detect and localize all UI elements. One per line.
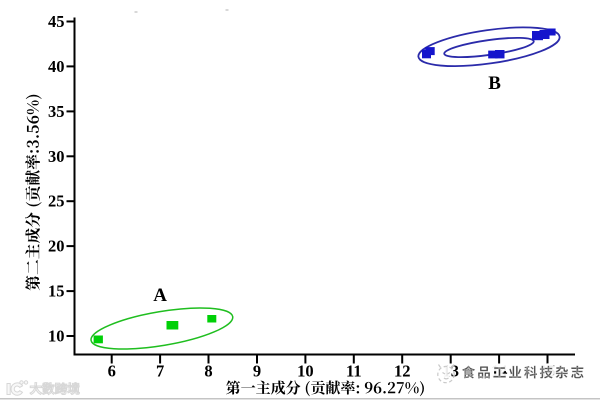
svg-text:25: 25 — [48, 192, 65, 211]
svg-text:20: 20 — [48, 237, 65, 256]
svg-text:15: 15 — [48, 282, 65, 301]
svg-text:45: 45 — [48, 12, 65, 31]
svg-text:12: 12 — [394, 361, 411, 380]
svg-text:35: 35 — [48, 102, 65, 121]
svg-text:9: 9 — [253, 361, 261, 380]
svg-text:8: 8 — [204, 361, 212, 380]
svg-text:40: 40 — [48, 57, 65, 76]
svg-text:11: 11 — [346, 361, 362, 380]
svg-text:10: 10 — [48, 326, 65, 345]
svg-text:B: B — [488, 73, 501, 94]
svg-text:7: 7 — [156, 361, 164, 380]
svg-text:A: A — [153, 285, 167, 306]
svg-text:10: 10 — [297, 361, 314, 380]
svg-text:30: 30 — [48, 147, 65, 166]
svg-text:6: 6 — [108, 361, 116, 380]
